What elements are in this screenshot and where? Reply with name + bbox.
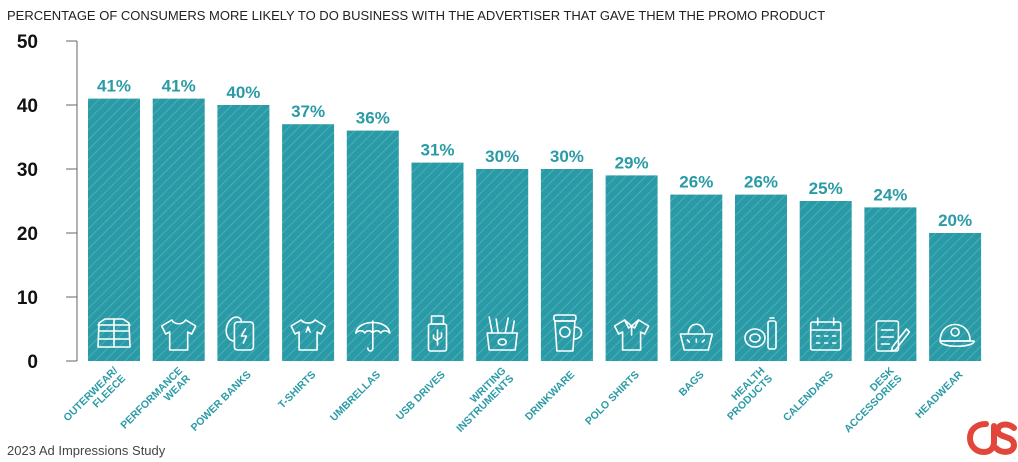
category-label: UMBRELLAS [328,369,383,424]
category-label: HEADWEAR [913,368,966,421]
y-tick-label: 0 [27,352,38,373]
bar-bag [670,194,723,361]
category-label-line: UMBRELLAS [328,369,383,424]
bar-calendar [799,201,852,361]
y-tick-label: 20 [17,224,38,245]
data-label: 37% [291,102,325,121]
bars [88,98,982,361]
calendar-icon [809,317,842,351]
data-label: 41% [162,77,196,96]
bar-power-bank [217,105,270,361]
category-label-line: HEADWEAR [913,368,966,421]
power-bank-icon [225,316,255,351]
category-label-line: BAGS [677,369,707,399]
category-label-line: DRINKWARE [523,369,577,423]
category-label: DESKACCESSORIES [834,365,905,436]
source-footnote: 2023 Ad Impressions Study [7,443,166,458]
tshirt-icon [290,319,326,351]
bar-cap [929,233,982,361]
data-label: 36% [356,109,390,128]
tumbler-icon [553,314,583,352]
notepad-icon [875,320,911,352]
brand-logo [966,421,1018,456]
category-label: BAGS [677,369,707,399]
category-label: T-SHIRTS [276,369,318,411]
category-label-line: CALENDARS [781,369,836,424]
data-label: 26% [679,173,713,192]
category-label: PERFORMANCEWEAR [118,365,193,440]
health-products-icon [744,317,777,350]
category-label: HEALTHPRODUCTS [717,365,775,423]
data-label: 20% [938,211,972,230]
bar-shirt [152,98,205,361]
category-label-line: POLO SHIRTS [583,369,642,428]
category-label: POWER BANKS [189,369,254,434]
category-label: DRINKWARE [523,369,577,423]
cap-icon [939,323,975,348]
usb-drive-icon [427,315,448,352]
category-label-line: POWER BANKS [189,369,254,434]
category-label: POLO SHIRTS [583,369,642,428]
category-label: CALENDARS [781,369,836,424]
bar-pen-cup [476,169,529,361]
y-tick-label: 30 [17,160,38,181]
shirt-icon [160,319,197,351]
category-label: WRITINGINSTRUMENTS [446,365,516,435]
category-label-line: T-SHIRTS [276,369,318,411]
data-label: 30% [550,147,584,166]
category-label: OUTERWEAR/FLEECE [61,365,128,432]
data-label: 31% [420,141,454,160]
bar-health-products [735,194,787,361]
y-tick-label: 10 [17,288,38,309]
y-axis: 0 10 20 30 40 50 [17,32,78,373]
data-label: 25% [809,179,843,198]
polo-shirt-icon [613,319,650,351]
category-label-line: USB DRIVES [394,369,448,423]
chart-title: PERCENTAGE OF CONSUMERS MORE LIKELY TO D… [7,8,825,23]
bar-notepad [864,207,917,361]
data-label: 30% [485,147,519,166]
data-label: 29% [615,153,649,172]
bar-jacket [88,98,140,361]
bag-icon [679,323,714,351]
data-label: 24% [873,185,907,204]
data-label: 41% [97,77,131,96]
data-label: 26% [744,173,778,192]
bar-tumbler [540,169,593,361]
y-tick-label: 40 [17,96,38,117]
umbrella-icon [354,320,391,352]
bar-usb-drive [411,162,464,361]
y-tick-label: 50 [17,32,38,53]
data-label: 40% [226,83,260,102]
category-label: USB DRIVES [394,369,448,423]
bar-tshirt [282,124,335,361]
data-labels: 41% 41% 40% 37% 36% 31% 30% 30% 29% 26% 26% 25% 24% 2… [97,77,972,230]
jacket-icon [97,318,131,348]
pen-cup-icon [486,316,519,351]
